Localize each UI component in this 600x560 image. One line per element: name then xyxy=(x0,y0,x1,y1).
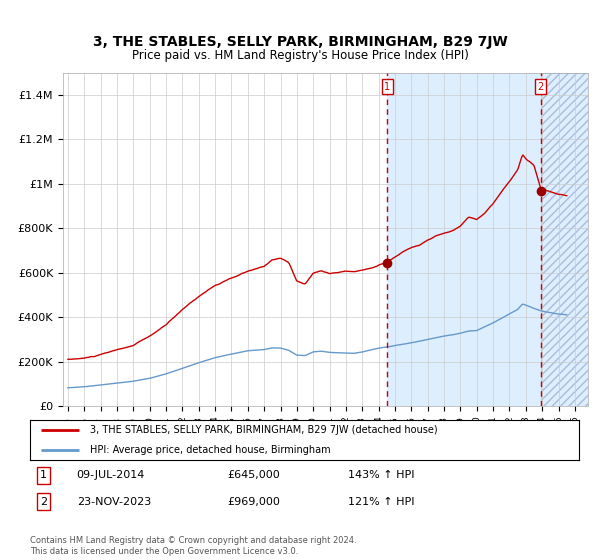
Bar xyxy=(387,73,541,406)
Text: 143% ↑ HPI: 143% ↑ HPI xyxy=(349,470,415,480)
Text: Contains HM Land Registry data © Crown copyright and database right 2024.
This d: Contains HM Land Registry data © Crown c… xyxy=(30,536,356,556)
Text: 1: 1 xyxy=(384,82,390,92)
Text: £969,000: £969,000 xyxy=(227,497,281,507)
Text: £645,000: £645,000 xyxy=(227,470,280,480)
Text: 3, THE STABLES, SELLY PARK, BIRMINGHAM, B29 7JW: 3, THE STABLES, SELLY PARK, BIRMINGHAM, … xyxy=(92,35,508,49)
Text: 23-NOV-2023: 23-NOV-2023 xyxy=(77,497,151,507)
Text: 09-JUL-2014: 09-JUL-2014 xyxy=(77,470,145,480)
Text: 1: 1 xyxy=(40,470,47,480)
Text: Price paid vs. HM Land Registry's House Price Index (HPI): Price paid vs. HM Land Registry's House … xyxy=(131,49,469,62)
Bar xyxy=(541,73,588,406)
Text: 121% ↑ HPI: 121% ↑ HPI xyxy=(349,497,415,507)
Text: 3, THE STABLES, SELLY PARK, BIRMINGHAM, B29 7JW (detached house): 3, THE STABLES, SELLY PARK, BIRMINGHAM, … xyxy=(91,424,438,435)
Text: HPI: Average price, detached house, Birmingham: HPI: Average price, detached house, Birm… xyxy=(91,445,331,455)
Text: 2: 2 xyxy=(538,82,544,92)
Bar xyxy=(541,73,588,406)
Text: 2: 2 xyxy=(40,497,47,507)
